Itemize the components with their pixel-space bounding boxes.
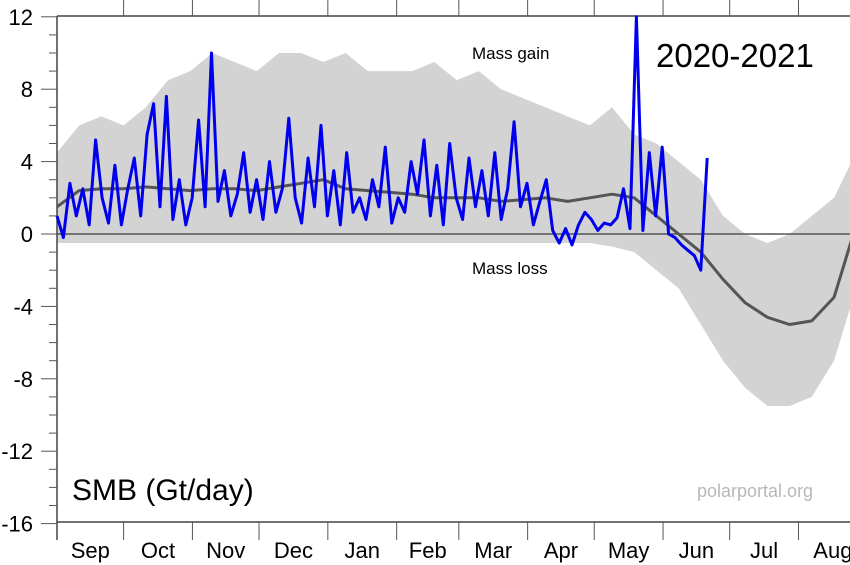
x-tick-label-jul: Jul bbox=[750, 538, 778, 563]
y-tick-label: 8 bbox=[21, 77, 33, 102]
mass-loss-label: Mass loss bbox=[472, 259, 548, 278]
y-tick-label: 0 bbox=[21, 222, 33, 247]
x-tick-label-sep: Sep bbox=[71, 538, 110, 563]
x-tick-label-may: May bbox=[608, 538, 650, 563]
x-tick-label-apr: Apr bbox=[544, 538, 578, 563]
x-tick-label-nov: Nov bbox=[206, 538, 245, 563]
y-tick-label: -4 bbox=[13, 294, 33, 319]
x-tick-label-dec: Dec bbox=[274, 538, 313, 563]
x-tick-label-aug: Aug bbox=[813, 538, 850, 563]
y-tick-label: -16 bbox=[1, 512, 33, 537]
current-season-line bbox=[55, 15, 709, 272]
y-tick-label: -12 bbox=[1, 439, 33, 464]
y-tick-label: 4 bbox=[21, 150, 33, 175]
x-tick-label-jan: Jan bbox=[345, 538, 380, 563]
x-tick-label-feb: Feb bbox=[409, 538, 447, 563]
x-tick-label-mar: Mar bbox=[474, 538, 512, 563]
mass-gain-label: Mass gain bbox=[472, 44, 549, 63]
historical-range-band bbox=[57, 53, 850, 406]
y-tick-label: 12 bbox=[9, 5, 33, 30]
source-watermark: polarportal.org bbox=[697, 481, 813, 501]
y-tick-label: -8 bbox=[13, 367, 33, 392]
chart-title: 2020-2021 bbox=[656, 37, 814, 74]
y-axis-label: SMB (Gt/day) bbox=[72, 474, 254, 507]
x-tick-label-jun: Jun bbox=[679, 538, 714, 563]
x-tick-label-oct: Oct bbox=[141, 538, 175, 563]
